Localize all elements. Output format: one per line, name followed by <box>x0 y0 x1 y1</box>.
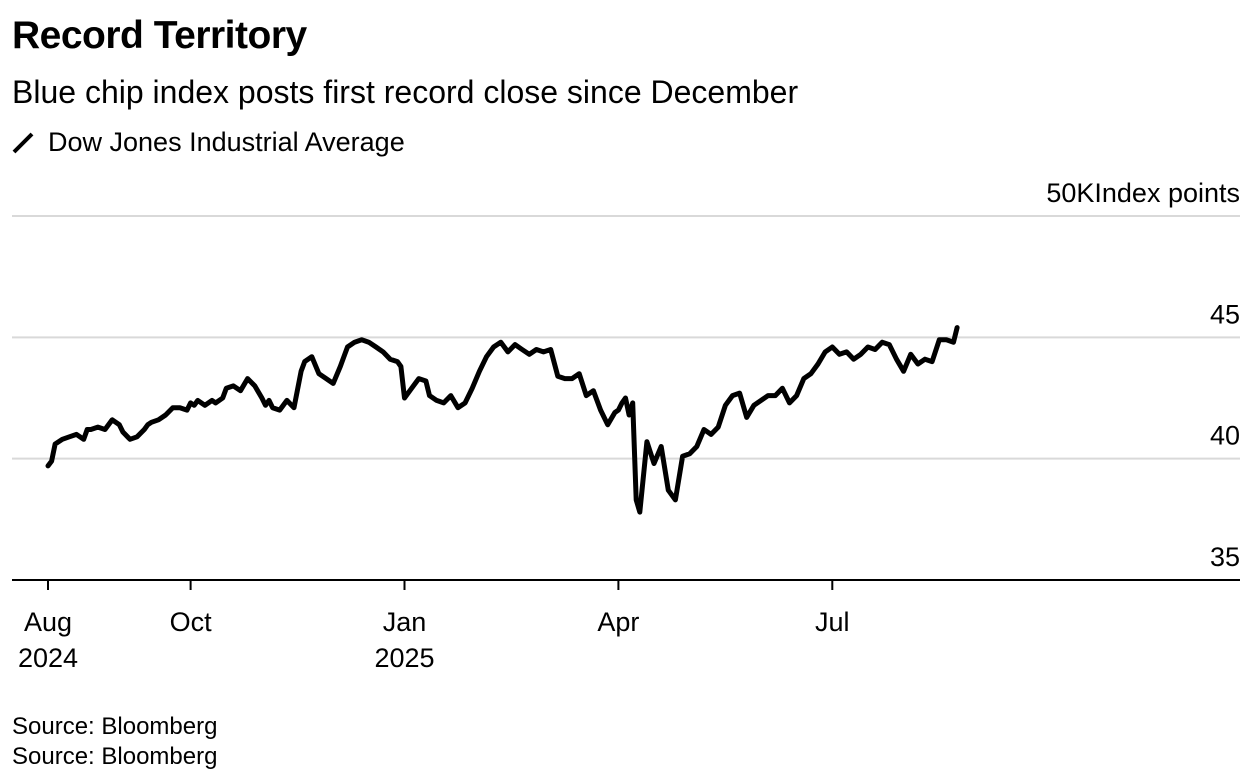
series-line-dow-jones <box>45 325 960 515</box>
series-layer <box>45 325 960 515</box>
source-note: Source: Bloomberg <box>12 713 218 740</box>
y-axis-labels: 35 40 45 50KIndex points <box>1046 178 1240 572</box>
grid-layer <box>12 215 1240 460</box>
legend-label: Dow Jones Industrial Average <box>48 127 405 157</box>
x-axis <box>12 579 1240 590</box>
legend: Dow Jones Industrial Average <box>12 127 405 158</box>
x-tick-label: Oct <box>170 607 213 637</box>
source-note: Source: Bloomberg <box>12 743 218 770</box>
y-axis-unit-label: 50KIndex points <box>1046 178 1240 208</box>
y-tick-label: 35 <box>1210 542 1240 572</box>
y-tick-label: 40 <box>1210 421 1240 451</box>
y-tick-label: 45 <box>1210 299 1240 329</box>
chart-subtitle: Blue chip index posts first record close… <box>12 74 799 110</box>
chart-title: Record Territory <box>12 14 307 57</box>
x-tick-label: Jul <box>815 607 850 637</box>
legend-line-icon <box>12 132 34 153</box>
x-axis-labels: Aug 2024 Oct Jan 2025 Apr Jul <box>18 607 850 673</box>
x-tick-label: Aug 2024 <box>18 607 78 673</box>
x-tick-label: Jan 2025 <box>374 607 434 673</box>
x-tick-label: Apr <box>597 607 639 637</box>
